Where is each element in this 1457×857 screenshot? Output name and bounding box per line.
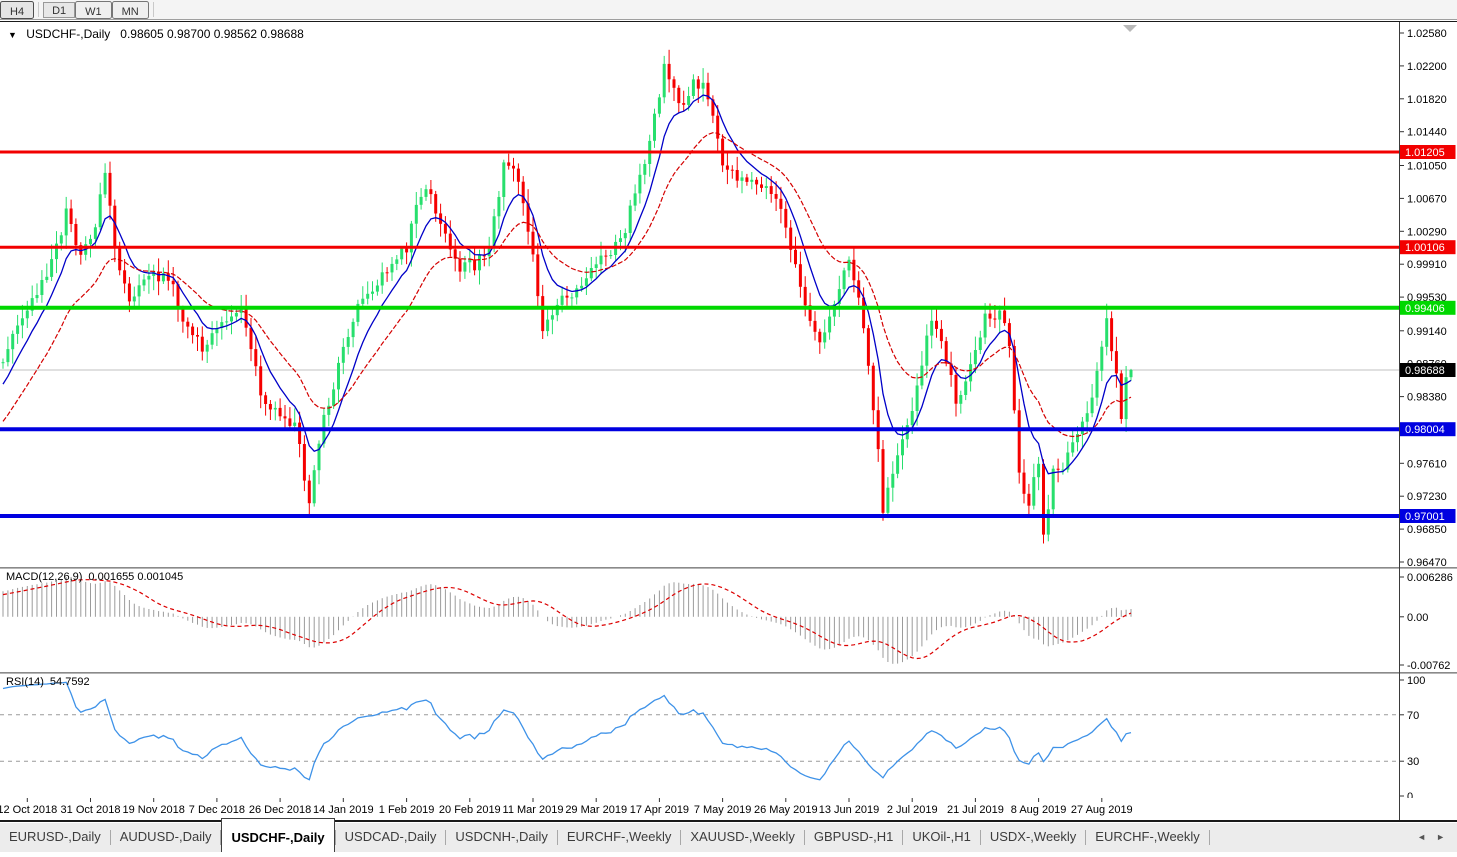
svg-text:8 Aug 2019: 8 Aug 2019 — [1011, 804, 1067, 816]
pane-separator[interactable] — [0, 567, 1457, 569]
svg-text:0.99910: 0.99910 — [1407, 259, 1447, 271]
svg-text:0.97230: 0.97230 — [1407, 491, 1447, 503]
chart-window-bottom-border — [0, 820, 1457, 822]
symbol-dropdown-icon[interactable]: ▼ — [8, 30, 17, 40]
toolbar-separator — [152, 2, 154, 17]
tab-separator — [803, 830, 805, 845]
tab-eurusd-daily[interactable]: EURUSD-,Daily — [9, 829, 101, 844]
svg-text:7 Dec 2018: 7 Dec 2018 — [189, 804, 245, 816]
svg-text:0.96470: 0.96470 — [1407, 557, 1447, 567]
tab-separator — [220, 830, 222, 845]
tab-xauusd-weekly[interactable]: XAUUSD-,Weekly — [690, 829, 795, 844]
svg-text:1.00670: 1.00670 — [1407, 193, 1447, 205]
tabstrip-scroll-left-icon[interactable]: ◄ — [1417, 832, 1427, 842]
price-axis-border — [1399, 22, 1400, 820]
timeframe-button-w1[interactable]: W1 — [75, 0, 112, 19]
tab-separator — [109, 830, 111, 845]
rsi-indicator-label: RSI(14) 54.7592 — [6, 676, 90, 688]
macd-chart-canvas[interactable]: 0.006286 0.00 -0.00762 — [0, 569, 1457, 672]
tab-separator — [1085, 830, 1087, 845]
tab-separator — [556, 830, 558, 845]
svg-text:30: 30 — [1407, 756, 1419, 768]
svg-text:0.006286: 0.006286 — [1407, 572, 1453, 584]
svg-text:31 Oct 2018: 31 Oct 2018 — [61, 804, 121, 816]
svg-text:14 Jan 2019: 14 Jan 2019 — [313, 804, 374, 816]
tab-separator — [680, 830, 682, 845]
tab-separator — [445, 830, 447, 845]
pane-separator[interactable] — [0, 672, 1457, 674]
tab-separator — [1208, 830, 1210, 845]
svg-text:21 Jul 2019: 21 Jul 2019 — [947, 804, 1004, 816]
svg-text:1.01205: 1.01205 — [1405, 147, 1445, 159]
svg-text:27 Aug 2019: 27 Aug 2019 — [1071, 804, 1133, 816]
tab-separator — [979, 830, 981, 845]
chart-shift-marker — [1123, 25, 1137, 32]
svg-text:100: 100 — [1407, 675, 1425, 687]
tab-usdchf-daily[interactable]: USDCHF-,Daily — [221, 818, 335, 852]
chart-title: ▼ USDCHF-,Daily 0.98605 0.98700 0.98562 … — [8, 27, 304, 41]
tab-separator — [902, 830, 904, 845]
svg-text:20 Feb 2019: 20 Feb 2019 — [439, 804, 501, 816]
svg-text:7 May 2019: 7 May 2019 — [694, 804, 751, 816]
tab-usdx-weekly[interactable]: USDX-,Weekly — [989, 829, 1077, 844]
tab-usdcnh-daily[interactable]: USDCNH-,Daily — [455, 829, 548, 844]
svg-text:1 Feb 2019: 1 Feb 2019 — [379, 804, 435, 816]
tab-eurchf-weekly[interactable]: EURCHF-,Weekly — [566, 829, 672, 844]
tab-separator — [334, 830, 336, 845]
svg-text:12 Oct 2018: 12 Oct 2018 — [0, 804, 57, 816]
tab-usdcad-daily[interactable]: USDCAD-,Daily — [344, 829, 437, 844]
svg-text:2 Jul 2019: 2 Jul 2019 — [887, 804, 938, 816]
tabstrip-scroll-right-icon[interactable]: ► — [1436, 832, 1445, 842]
svg-text:17 Apr 2019: 17 Apr 2019 — [630, 804, 689, 816]
svg-text:1.01050: 1.01050 — [1407, 161, 1447, 173]
svg-text:0.98004: 0.98004 — [1405, 424, 1445, 436]
tab-gbpusd-h1[interactable]: GBPUSD-,H1 — [813, 829, 894, 844]
svg-text:0.99406: 0.99406 — [1405, 303, 1445, 315]
svg-text:0.97610: 0.97610 — [1407, 458, 1447, 470]
macd-indicator-label: MACD(12,26,9) 0.001655 0.001045 — [6, 571, 184, 583]
svg-text:0: 0 — [1407, 791, 1413, 798]
svg-text:-0.00762: -0.00762 — [1407, 660, 1450, 672]
svg-text:26 Dec 2018: 26 Dec 2018 — [249, 804, 311, 816]
svg-text:0.98380: 0.98380 — [1407, 392, 1447, 404]
tab-ukoil-h1[interactable]: UKOil-,H1 — [912, 829, 971, 844]
chart-ohlc-values: 0.98605 0.98700 0.98562 0.98688 — [120, 27, 304, 41]
svg-text:1.01440: 1.01440 — [1407, 127, 1447, 139]
time-axis[interactable]: 12 Oct 2018 31 Oct 2018 19 Nov 2018 7 Dec 2… — [0, 798, 1457, 820]
svg-text:19 Nov 2018: 19 Nov 2018 — [123, 804, 185, 816]
timeframe-button-d1[interactable]: D1 — [43, 1, 76, 18]
svg-text:26 May 2019: 26 May 2019 — [754, 804, 818, 816]
svg-text:13 Jun 2019: 13 Jun 2019 — [819, 804, 880, 816]
svg-text:0.96850: 0.96850 — [1407, 524, 1447, 536]
tab-audusd-daily[interactable]: AUDUSD-,Daily — [119, 829, 212, 844]
rsi-chart-canvas[interactable]: 100 70 30 0 — [0, 674, 1457, 798]
svg-text:1.00106: 1.00106 — [1405, 242, 1445, 254]
svg-text:11 Mar 2019: 11 Mar 2019 — [503, 804, 564, 816]
timeframe-button-h4[interactable]: H4 — [0, 0, 35, 19]
svg-text:0.98688: 0.98688 — [1405, 365, 1445, 377]
price-chart-canvas[interactable]: 1.02580 1.02200 1.01820 1.01440 1.01050 1.006… — [0, 22, 1457, 567]
svg-text:1.02580: 1.02580 — [1407, 28, 1447, 40]
svg-text:1.02200: 1.02200 — [1407, 61, 1447, 73]
svg-text:29 Mar 2019: 29 Mar 2019 — [565, 804, 627, 816]
svg-text:0.99140: 0.99140 — [1407, 326, 1447, 338]
chart-symbol-label: USDCHF-,Daily — [26, 27, 111, 41]
tab-eurchf-weekly-2[interactable]: EURCHF-,Weekly — [1095, 829, 1200, 844]
toolbar-separator — [38, 2, 40, 17]
timeframe-toolbar: H4 D1 W1 MN — [0, 0, 1457, 20]
chart-window-top-border — [0, 21, 1457, 22]
svg-text:1.01820: 1.01820 — [1407, 94, 1447, 106]
svg-text:0.97001: 0.97001 — [1405, 511, 1445, 523]
svg-text:1.00290: 1.00290 — [1407, 226, 1447, 238]
symbol-tabstrip: EURUSD-,Daily AUDUSD-,Daily USDCHF-,Dail… — [0, 818, 1457, 852]
svg-text:0.00: 0.00 — [1407, 612, 1428, 624]
svg-text:70: 70 — [1407, 710, 1419, 722]
timeframe-button-mn[interactable]: MN — [111, 0, 149, 19]
